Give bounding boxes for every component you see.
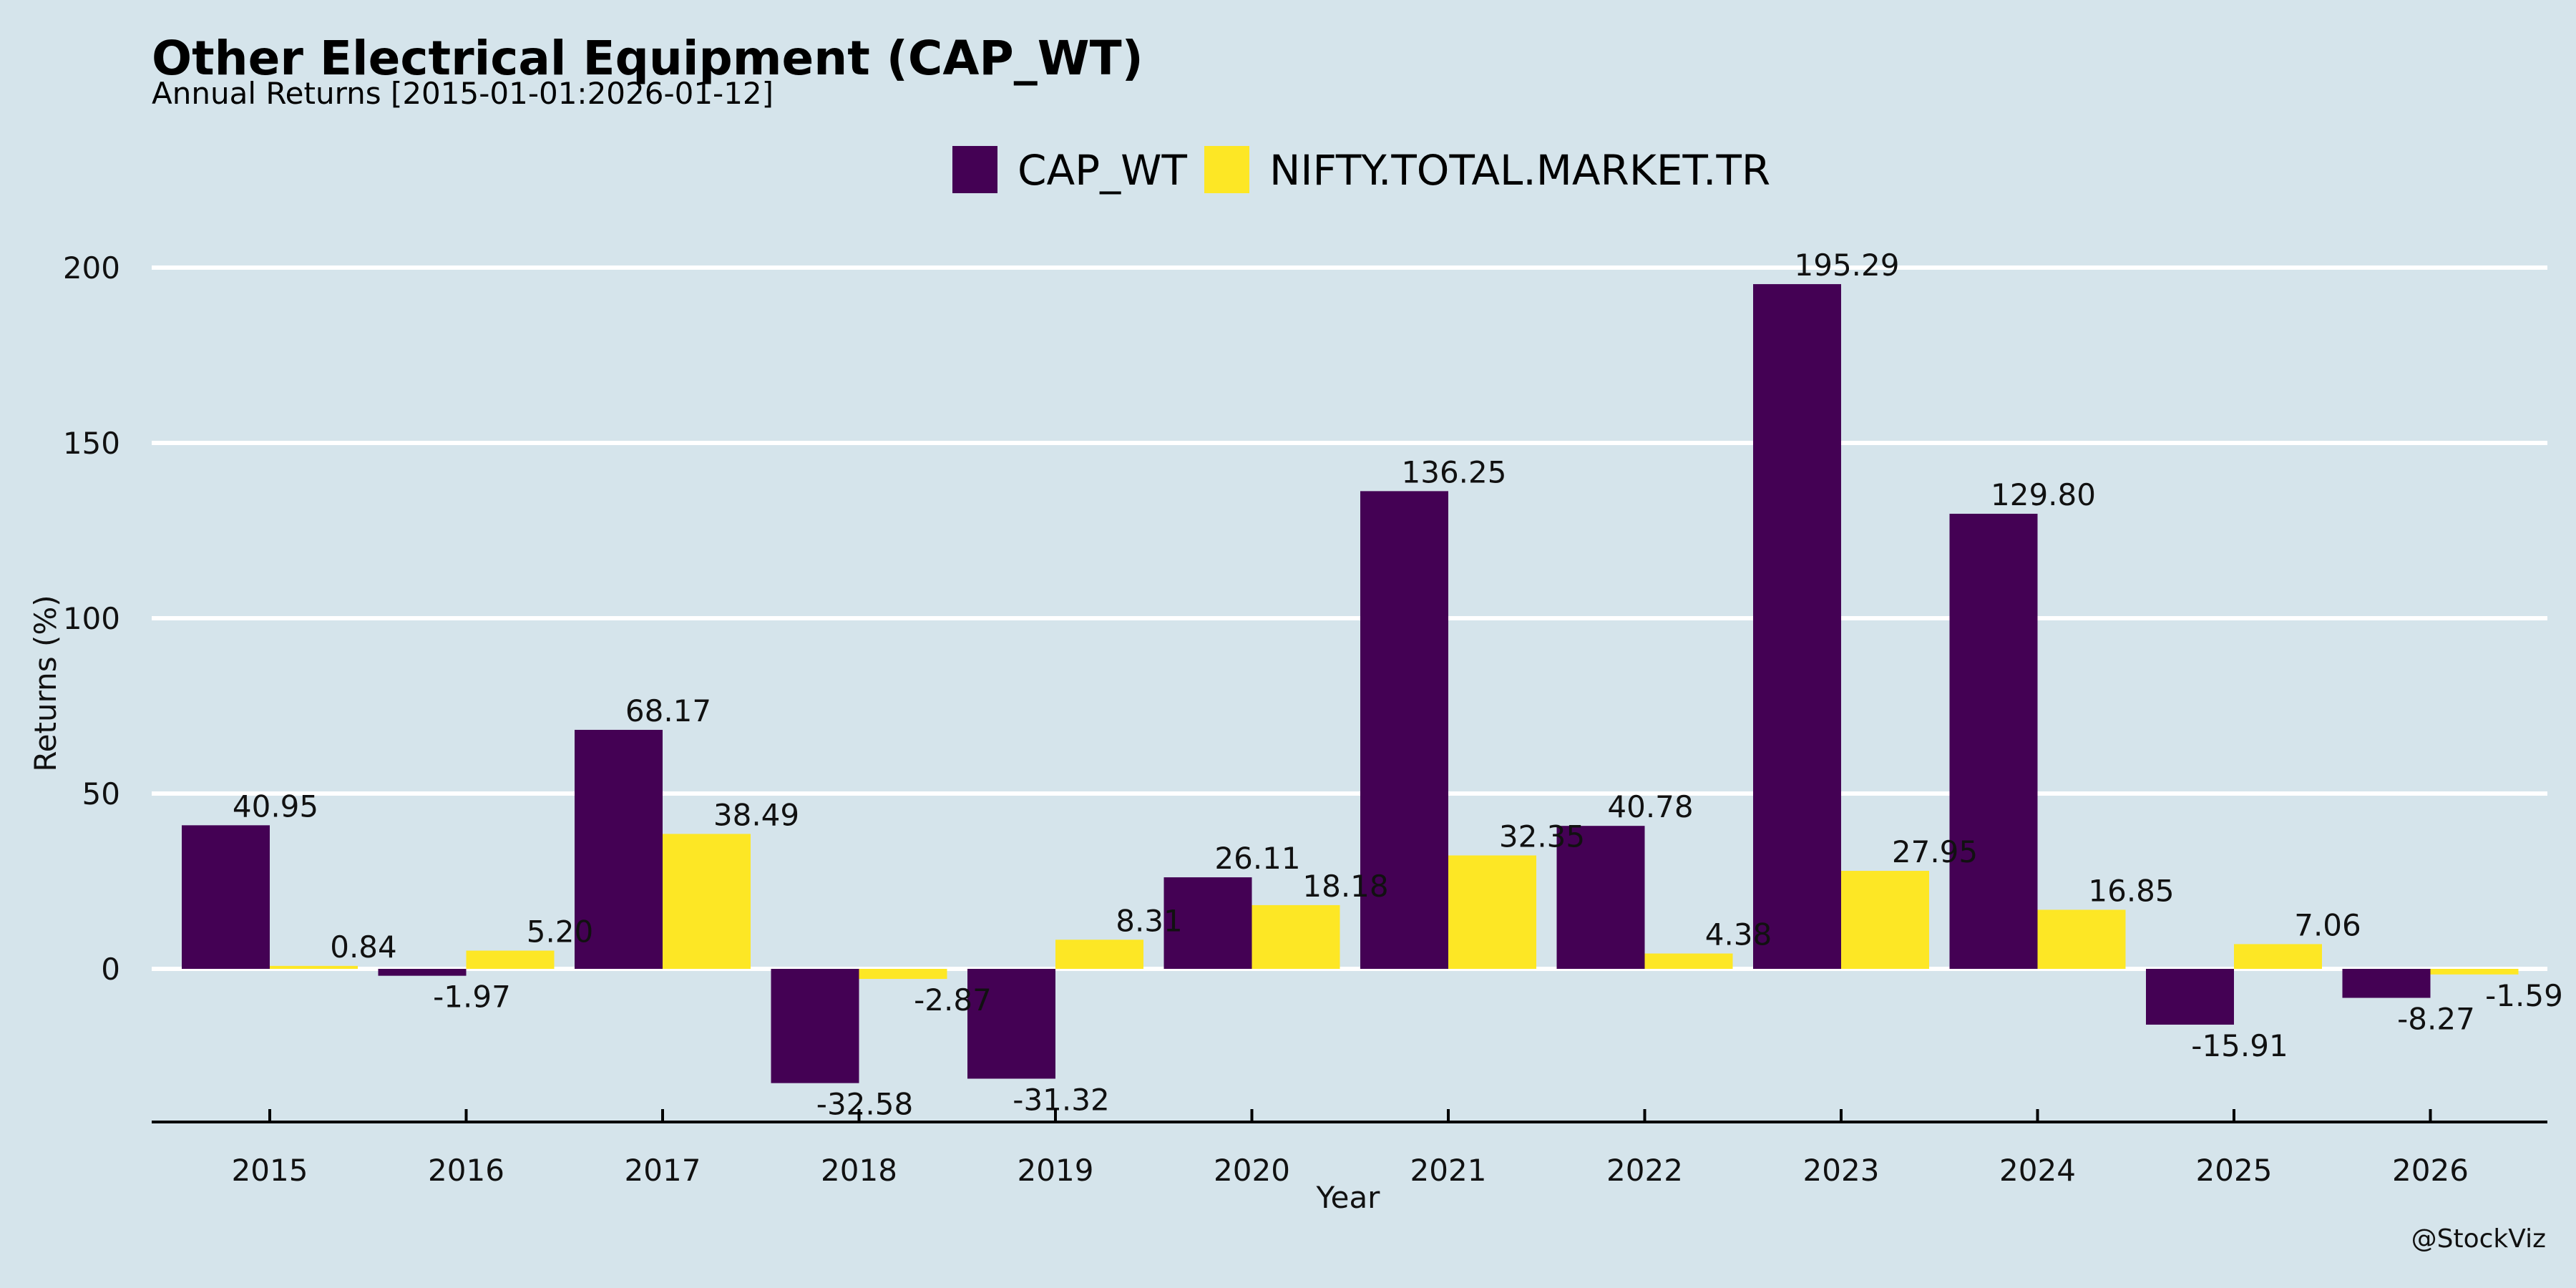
data-label-cap-wt-2019: -31.32 — [1013, 1082, 1109, 1117]
data-label-cap-wt-2023: 195.29 — [1795, 248, 1900, 283]
x-tick-label: 2018 — [821, 1153, 897, 1188]
data-label-cap-wt-2017: 68.17 — [625, 693, 711, 728]
data-labels: 40.95 0.84 -1.97 5.20 68.17 38.49 -32.58 -2.87 -… — [233, 248, 2563, 1122]
y-tick-label: 200 — [63, 250, 120, 286]
x-tick-label: 2019 — [1018, 1153, 1094, 1188]
bar-cap-wt-2019 — [967, 969, 1055, 1079]
x-tick-label: 2025 — [2196, 1153, 2273, 1188]
data-label-cap-wt-2022: 40.78 — [1607, 789, 1693, 824]
data-label-cap-wt-2024: 129.80 — [1991, 477, 2096, 512]
bar-nifty-2024 — [2037, 909, 2126, 969]
x-tick-label: 2023 — [1803, 1153, 1880, 1188]
bar-cap-wt-2026 — [2342, 969, 2431, 998]
x-tick-label: 2024 — [1999, 1153, 2076, 1188]
data-label-nifty-2018: -2.87 — [914, 982, 992, 1018]
x-tick-label: 2022 — [1606, 1153, 1683, 1188]
legend-label-cap-wt: CAP_WT — [1018, 146, 1187, 195]
bar-nifty-2023 — [1841, 871, 1929, 969]
gridlines — [152, 265, 2547, 971]
data-label-nifty-2016: 5.20 — [527, 914, 594, 950]
y-axis-label: Returns (%) — [28, 595, 63, 771]
data-label-nifty-2023: 27.95 — [1892, 834, 1978, 869]
bar-nifty-2016 — [466, 950, 555, 969]
legend: CAP_WT NIFTY.TOTAL.MARKET.TR — [952, 146, 1770, 195]
chart-subtitle: Annual Returns [2015-01-01:2026-01-12] — [152, 76, 774, 111]
data-label-nifty-2022: 4.38 — [1705, 917, 1772, 952]
bar-nifty-2015 — [270, 965, 358, 969]
bar-nifty-2021 — [1448, 855, 1536, 969]
y-tick-label: 0 — [101, 952, 120, 987]
x-axis: 2015 2016 2017 2018 2019 2020 2021 2022 2023 2024… — [152, 1109, 2547, 1188]
bars — [182, 284, 2519, 1083]
bar-nifty-2019 — [1055, 940, 1143, 969]
bar-nifty-2026 — [2430, 969, 2519, 975]
bar-cap-wt-2017 — [575, 729, 663, 969]
x-tick-label: 2016 — [428, 1153, 504, 1188]
bar-cap-wt-2018 — [771, 969, 859, 1083]
bar-cap-wt-2023 — [1753, 284, 1841, 970]
bar-nifty-2017 — [663, 834, 751, 969]
y-tick-label: 150 — [63, 426, 120, 461]
legend-label-nifty: NIFTY.TOTAL.MARKET.TR — [1269, 146, 1770, 195]
y-tick-label: 100 — [63, 601, 120, 636]
data-label-nifty-2017: 38.49 — [713, 797, 799, 832]
x-tick-label: 2020 — [1214, 1153, 1290, 1188]
bar-nifty-2022 — [1644, 953, 1733, 969]
x-tick-label: 2021 — [1410, 1153, 1487, 1188]
bar-cap-wt-2015 — [182, 825, 270, 969]
bar-cap-wt-2022 — [1556, 826, 1645, 969]
credit-text: @StockViz — [2411, 1224, 2546, 1254]
bar-cap-wt-2024 — [1949, 513, 2038, 969]
chart-title: Other Electrical Equipment (CAP_WT) — [152, 31, 1143, 86]
bar-nifty-2025 — [2234, 944, 2322, 969]
x-tick-label: 2015 — [232, 1153, 308, 1188]
bar-cap-wt-2025 — [2146, 969, 2234, 1025]
legend-swatch-cap-wt — [952, 146, 997, 193]
bar-cap-wt-2020 — [1163, 877, 1252, 969]
y-axis-ticks: 0 50 100 150 200 — [63, 250, 120, 987]
x-tick-label: 2026 — [2392, 1153, 2469, 1188]
data-label-nifty-2019: 8.31 — [1116, 903, 1183, 938]
data-label-nifty-2015: 0.84 — [330, 930, 397, 965]
data-label-cap-wt-2021: 136.25 — [1402, 454, 1507, 489]
bar-nifty-2020 — [1252, 904, 1340, 969]
data-label-cap-wt-2020: 26.11 — [1214, 841, 1300, 876]
data-label-cap-wt-2025: -15.91 — [2191, 1028, 2288, 1063]
data-label-nifty-2020: 18.18 — [1302, 869, 1388, 904]
data-label-cap-wt-2016: -1.97 — [433, 980, 511, 1015]
data-label-nifty-2025: 7.06 — [2294, 907, 2361, 942]
data-label-cap-wt-2018: -32.58 — [816, 1087, 913, 1122]
legend-swatch-nifty — [1204, 146, 1249, 193]
bar-cap-wt-2016 — [378, 969, 467, 976]
data-label-nifty-2021: 32.35 — [1499, 819, 1585, 854]
y-tick-label: 50 — [82, 776, 120, 811]
data-label-nifty-2026: -1.59 — [2485, 978, 2563, 1013]
x-tick-label: 2017 — [625, 1153, 701, 1188]
x-axis-label: Year — [1316, 1180, 1381, 1215]
bar-cap-wt-2021 — [1360, 491, 1448, 969]
data-label-cap-wt-2015: 40.95 — [233, 789, 318, 824]
bar-nifty-2018 — [859, 969, 947, 980]
data-label-nifty-2024: 16.85 — [2088, 873, 2174, 908]
data-label-cap-wt-2026: -8.27 — [2397, 1002, 2475, 1037]
